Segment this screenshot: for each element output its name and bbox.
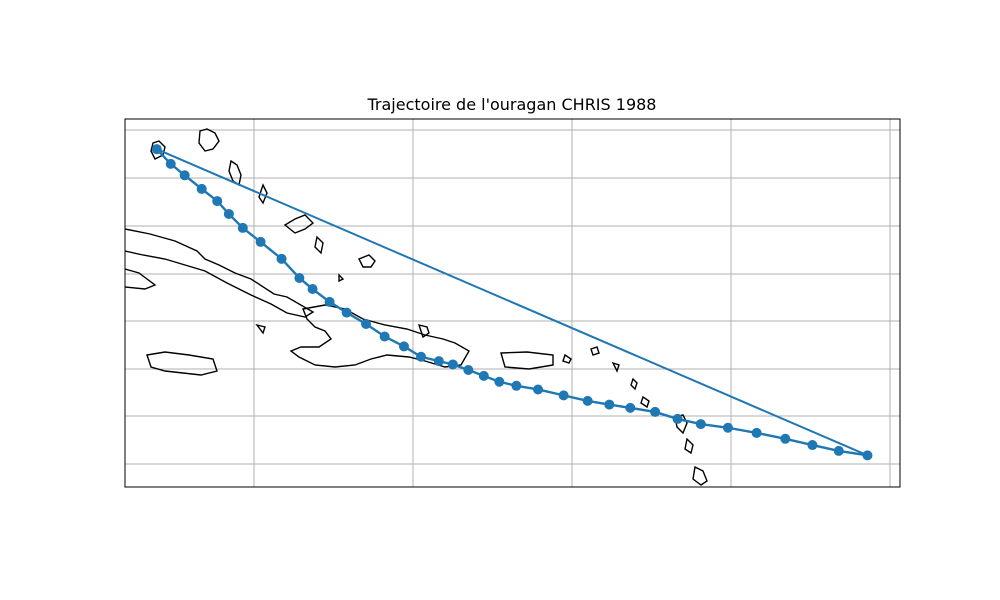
gridlines	[125, 119, 900, 487]
track-point	[361, 318, 372, 329]
map-frame	[124, 118, 901, 488]
track-point	[294, 272, 305, 283]
coastline-cuba-west	[124, 268, 157, 290]
track-point	[341, 307, 352, 318]
coastline-jamaica	[146, 351, 218, 376]
track-point	[212, 196, 223, 207]
track-point	[379, 331, 390, 342]
track-point	[223, 208, 234, 219]
track-point	[751, 427, 762, 438]
track-point	[533, 384, 544, 395]
track-point	[780, 433, 791, 444]
coastline-bahamas-south	[283, 214, 430, 339]
track-point	[511, 380, 522, 391]
track-point	[433, 356, 444, 367]
track-point	[179, 170, 190, 181]
track-point	[494, 376, 505, 387]
coastline-cuba	[124, 228, 315, 318]
track-closing-line	[156, 148, 868, 457]
track-point	[478, 370, 489, 381]
track-point	[833, 445, 844, 456]
track-point	[604, 399, 615, 410]
track-point	[324, 296, 335, 307]
track-point	[196, 183, 207, 194]
coastline-puerto-rico	[500, 351, 554, 370]
coastline-lesser-antilles	[630, 377, 708, 486]
track-point	[558, 390, 569, 401]
track-point	[625, 402, 636, 413]
coastline-hispaniola	[289, 304, 470, 368]
map-title: Trajectoire de l'ouragan CHRIS 1988	[367, 95, 657, 114]
track-point	[399, 341, 409, 352]
track-point	[722, 422, 733, 433]
track-point	[862, 450, 873, 461]
track-point	[650, 406, 661, 417]
track-point	[416, 351, 427, 362]
track-point	[276, 253, 287, 264]
storm-track	[151, 144, 873, 461]
coastlines	[124, 128, 708, 486]
track-point	[807, 440, 818, 451]
track-point	[582, 395, 593, 406]
track-point	[307, 284, 318, 295]
map-plot-area	[124, 118, 901, 488]
track-point	[237, 222, 248, 233]
track-point	[165, 158, 176, 169]
coastline-islets	[255, 273, 620, 373]
track-point	[695, 419, 706, 430]
track-point	[463, 364, 474, 375]
track-point	[255, 236, 266, 247]
track-point	[151, 144, 162, 155]
track-point	[447, 359, 458, 370]
track-point	[672, 413, 683, 424]
